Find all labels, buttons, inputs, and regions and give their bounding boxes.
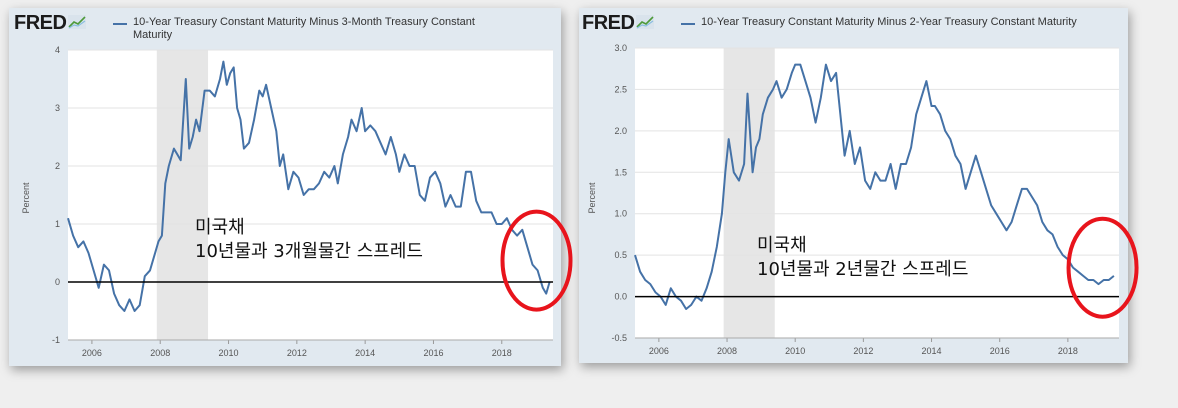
y-tick-label: -0.5: [611, 333, 627, 343]
y-tick-label: 3.0: [614, 43, 627, 53]
series-line: [67, 60, 551, 312]
y-tick-label: 3: [55, 103, 60, 113]
annotation-line-2: 10년물과 2년물간 스프레드: [757, 259, 969, 280]
y-tick-label: 1.5: [614, 167, 627, 177]
x-tick-label: 2016: [423, 348, 443, 358]
x-tick-label: 2014: [355, 348, 375, 358]
y-tick-label: 0.0: [614, 292, 627, 302]
fred-logo: FRED: [582, 12, 655, 35]
y-tick-label: 4: [55, 45, 60, 55]
y-tick-label: -1: [52, 335, 60, 345]
x-tick-label: 2018: [1058, 346, 1078, 356]
fred-graph-icon: [636, 15, 655, 29]
annotation-line-1: 미국채: [195, 217, 245, 238]
y-tick-label: 2: [55, 161, 60, 171]
x-tick-label: 2010: [785, 346, 805, 356]
legend-entry: 10-Year Treasury Constant Maturity Minus…: [701, 16, 1077, 28]
x-tick-label: 2012: [853, 346, 873, 356]
legend-line-2: Maturity: [133, 29, 173, 41]
y-tick-label: 2.0: [614, 126, 627, 136]
y-tick-label: 0.5: [614, 250, 627, 260]
x-tick-label: 2012: [287, 348, 307, 358]
highlight-circle: [1066, 216, 1139, 319]
chart-panel-left: FRED 10-Year Treasury Constant Maturity …: [9, 8, 573, 366]
y-tick-label: 0: [55, 277, 60, 287]
x-tick-label: 2008: [717, 346, 737, 356]
chart-panel-right: FRED 10-Year Treasury Constant Maturity …: [579, 8, 1139, 363]
x-tick-label: 2010: [219, 348, 239, 358]
y-tick-label: 1.0: [614, 209, 627, 219]
x-tick-label: 2006: [649, 346, 669, 356]
highlight-circle: [500, 209, 573, 312]
line-chart-right: -0.5 0.0 0.5 1.0 1.5 2.0 2.5 3.0 2006 2008 2010 201…: [611, 43, 1139, 356]
plot-area: [635, 48, 1119, 338]
chart-legend: 10-Year Treasury Constant Maturity Minus…: [681, 16, 1121, 32]
fred-logo-text: FRED: [14, 12, 67, 34]
annotation-line-2: 10년물과 3개월물간 스프레드: [195, 241, 423, 262]
plot-area: [68, 50, 553, 340]
legend-swatch: [681, 23, 695, 25]
series-line: [634, 63, 1115, 310]
chart-legend: 10-Year Treasury Constant Maturity Minus…: [113, 16, 553, 46]
x-tick-label: 2008: [150, 348, 170, 358]
x-tick-label: 2014: [922, 346, 942, 356]
y-tick-label: 2.5: [614, 84, 627, 94]
line-chart-left: -1 0 1 2 3 4 2006 2008 2010 2012 2014 2016 2018: [52, 45, 573, 358]
legend-swatch: [113, 23, 127, 25]
x-tick-label: 2006: [82, 348, 102, 358]
annotation-text: 미국채 10년물과 3개월물간 스프레드: [195, 216, 423, 264]
fred-logo-text: FRED: [582, 12, 635, 34]
legend-entry: 10-Year Treasury Constant Maturity Minus…: [133, 16, 475, 42]
annotation-text: 미국채 10년물과 2년물간 스프레드: [757, 234, 968, 282]
fred-logo: FRED: [14, 12, 87, 35]
x-tick-label: 2018: [492, 348, 512, 358]
x-tick-label: 2016: [990, 346, 1010, 356]
annotation-line-1: 미국채: [757, 235, 807, 256]
legend-line-1: 10-Year Treasury Constant Maturity Minus…: [133, 16, 475, 28]
y-tick-label: 1: [55, 219, 60, 229]
recession-shade: [723, 48, 775, 338]
fred-graph-icon: [68, 15, 87, 29]
